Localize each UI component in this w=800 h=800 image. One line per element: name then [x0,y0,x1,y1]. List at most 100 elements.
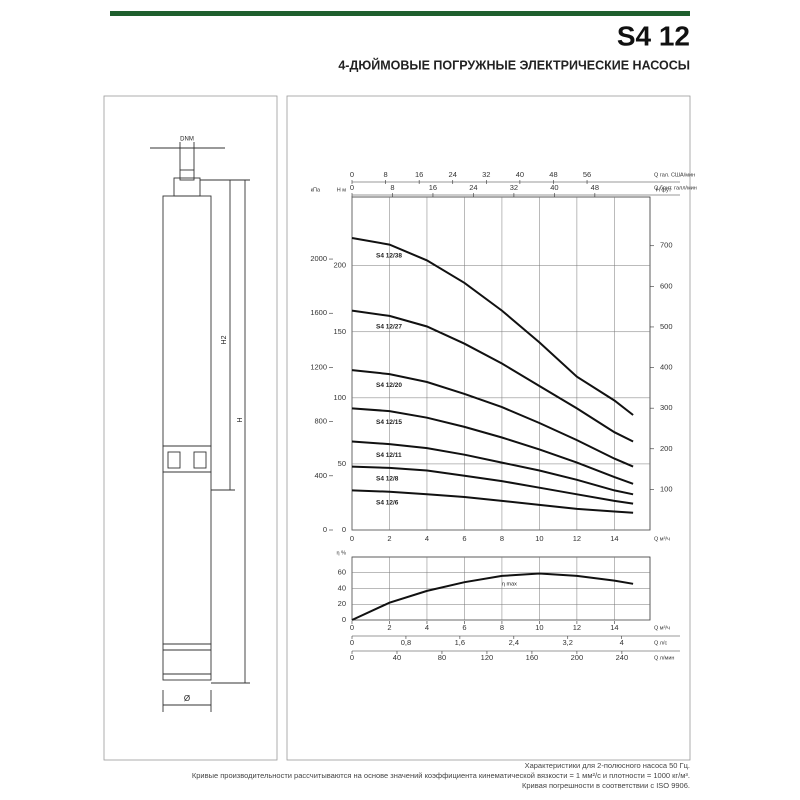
x-tick-label: 4 [425,534,429,543]
bottom-tick-label: 3,2 [563,638,573,647]
top-tick-label: 16 [429,183,437,192]
header-bar [110,11,690,16]
motor-body [162,471,212,645]
motor-base [162,643,212,681]
y-tick-label: 400 [314,471,327,480]
bottom-tick-label: 200 [571,653,584,662]
pump-body [162,195,212,447]
top-tick-label: 0 [350,170,354,179]
bottom-tick-label: 4 [620,638,624,647]
top-tick-label: 0 [350,183,354,192]
performance-curve [351,369,634,468]
pump-outlet [179,169,195,181]
bottom-axis-label: Q л/с [654,640,668,646]
drawing-frame [103,95,278,761]
x-tick-label: 8 [500,534,504,543]
y-axis-label: η % [337,550,347,556]
curve-annotation: η max [502,581,517,587]
x-tick-label: 14 [610,534,618,543]
y-tick-label: 200 [333,261,346,270]
y-tick-label: 100 [333,393,346,402]
bottom-axis-label: Q л/мин [654,655,674,661]
bottom-tick-label: 120 [481,653,494,662]
curve-label: S4 12/20 [376,382,402,389]
bottom-tick-label: 80 [438,653,446,662]
x-tick-label: 12 [573,534,581,543]
performance-curve [351,489,634,514]
y-axis-label: кПа [311,187,321,193]
top-tick-label: 8 [390,183,394,192]
top-tick-label: 40 [550,183,558,192]
performance-curve [351,407,634,485]
y-tick-label: 0 [342,525,346,534]
bottom-tick-label: 4 [425,623,429,632]
bottom-tick-label: 1,6 [455,638,465,647]
bottom-tick-label: 10 [535,623,543,632]
efficiency-curve [351,572,634,621]
y-tick-label: 150 [333,327,346,336]
bottom-tick-label: 0 [350,638,354,647]
y-tick-label: 1200 [310,362,327,371]
y-tick-label: 60 [338,568,346,577]
y-tick-label: 40 [338,583,346,592]
intake-slot [167,451,181,469]
curve-label: S4 12/11 [376,452,402,459]
y-tick-label: 200 [660,444,673,453]
top-tick-label: 24 [449,170,457,179]
y-tick-label: 600 [660,281,673,290]
bottom-tick-label: 8 [500,623,504,632]
y-tick-label: 0 [342,615,346,624]
top-tick-label: 48 [591,183,599,192]
y-tick-label: 50 [338,459,346,468]
chart-frame [286,95,691,761]
bottom-tick-label: 0 [350,623,354,632]
bottom-tick-label: 6 [462,623,466,632]
top-tick-label: 48 [549,170,557,179]
bottom-tick-label: 12 [573,623,581,632]
pump-drawing: DNM H2 H Ø [150,137,250,712]
curve-label: S4 12/6 [376,499,399,506]
dimension-label: H [237,417,244,422]
y-tick-label: 300 [660,403,673,412]
bottom-tick-label: 40 [393,653,401,662]
bottom-tick-label: 14 [610,623,618,632]
dimension-label: DNM [180,137,194,143]
top-tick-label: 56 [583,170,591,179]
bottom-tick-label: 2 [387,623,391,632]
x-tick-label: 10 [535,534,543,543]
bottom-tick-label: 2,4 [509,638,519,647]
y-tick-label: 400 [660,363,673,372]
y-tick-label: 1600 [310,308,327,317]
footnote: Кривая погрешности в соответствии с ISO … [522,781,690,790]
bottom-tick-label: 160 [526,653,539,662]
y-tick-label: 2000 [310,254,327,263]
product-subtitle: 4-ДЮЙМОВЫЕ ПОГРУЖНЫЕ ЭЛЕКТРИЧЕСКИЕ НАСОС… [338,57,690,72]
top-tick-label: 16 [415,170,423,179]
curve-label: S4 12/27 [376,324,402,331]
y-tick-label: 20 [338,599,346,608]
top-tick-label: 32 [482,170,490,179]
footnote: Кривые производительности рассчитываются… [192,771,690,780]
bottom-tick-label: 0 [350,653,354,662]
curve-label: S4 12/15 [376,419,402,426]
performance-curve [351,237,634,416]
top-axis-label: Q брит. галл/мин [654,185,697,191]
performance-curve [351,309,634,443]
y-tick-label: 100 [660,484,673,493]
top-axis-label: Q гал. США/мин [654,172,695,178]
dimension-label: H2 [221,335,228,344]
top-tick-label: 32 [510,183,518,192]
y-tick-label: 0 [323,525,327,534]
top-tick-label: 8 [383,170,387,179]
x-axis-label: Q м³/ч [654,536,670,542]
performance-curve [351,465,634,505]
curve-label: S4 12/8 [376,476,399,483]
model-title: S4 12 [617,20,690,51]
dimension-label: Ø [184,694,190,703]
footnote: Характеристики для 2-полюсного насоса 50… [525,761,690,770]
y-axis-label: H фут [656,187,672,193]
performance-curve [351,440,634,496]
y-tick-label: 800 [314,417,327,426]
y-tick-label: 700 [660,241,673,250]
